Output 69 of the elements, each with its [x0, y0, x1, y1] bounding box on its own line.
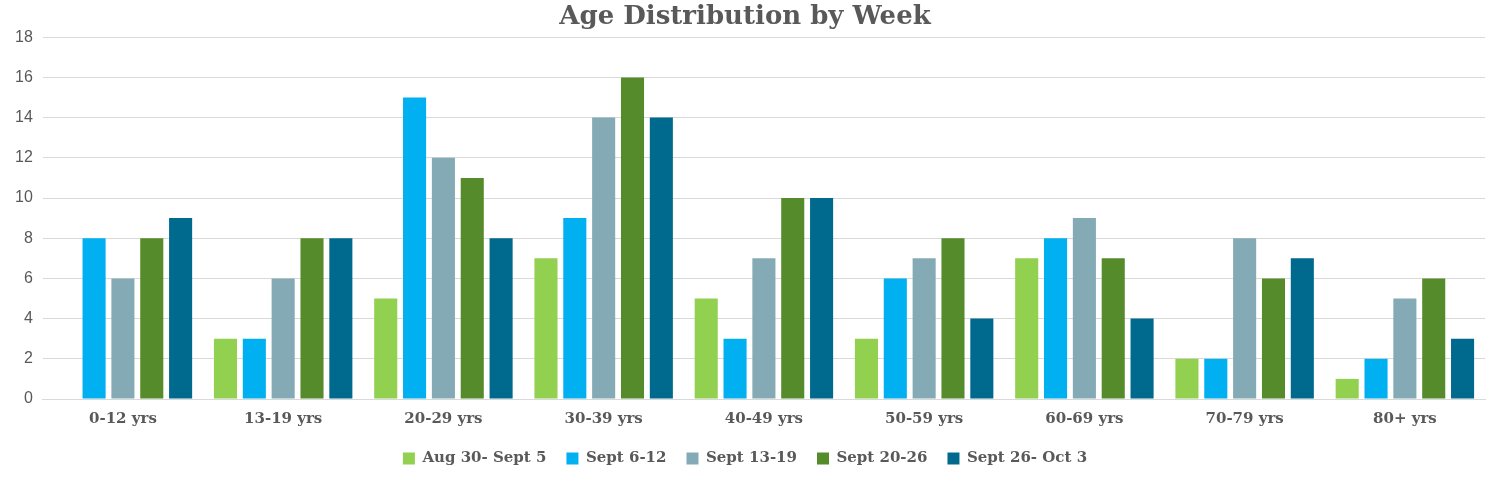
bar [781, 198, 805, 399]
bar [1233, 238, 1257, 399]
x-tick-label: 0-12 yrs [89, 408, 157, 427]
y-tick-label: 10 [15, 188, 33, 206]
bar [1393, 298, 1417, 399]
bar [1335, 378, 1359, 399]
bar [620, 77, 645, 399]
x-tick-label: 80+ yrs [1373, 408, 1437, 427]
bar [1422, 278, 1446, 399]
bar [1204, 358, 1228, 399]
bar [1015, 258, 1039, 399]
bar [1044, 238, 1068, 399]
bar [1175, 358, 1199, 399]
y-tick-label: 8 [23, 228, 33, 246]
bar [1290, 258, 1314, 399]
y-tick-label: 14 [15, 108, 33, 126]
y-tick-label: 0 [23, 389, 33, 407]
y-tick-label: 4 [23, 309, 33, 327]
bar [1130, 318, 1154, 399]
bar [460, 177, 484, 399]
y-tick-label: 16 [15, 67, 33, 85]
x-tick-label: 30-39 yrs [564, 408, 643, 427]
y-tick-label: 12 [15, 148, 33, 166]
bar [140, 238, 164, 399]
bar [300, 238, 324, 399]
y-tick-label: 18 [15, 27, 33, 45]
bar [213, 338, 238, 399]
bar [534, 258, 558, 399]
legend-label: Sept 6-12 [585, 448, 667, 467]
legend-label: Sept 13-19 [705, 448, 797, 467]
x-tick-label: 20-29 yrs [404, 408, 483, 427]
legend-label: Sept 20-26 [836, 448, 928, 467]
bar [271, 278, 295, 399]
bar [489, 238, 513, 399]
y-tick-label: 2 [23, 349, 33, 367]
bar [111, 278, 135, 399]
chart-title: Age Distribution by Week [558, 0, 932, 31]
bar [592, 117, 616, 399]
legend-label: Aug 30- Sept 5 [421, 448, 547, 467]
x-tick-label: 70-79 yrs [1205, 408, 1284, 427]
x-tick-label: 40-49 yrs [724, 408, 804, 427]
legend-label: Sept 26- Oct 3 [966, 448, 1088, 467]
bar [82, 238, 106, 399]
bar [1364, 358, 1388, 399]
bar [431, 157, 455, 399]
y-tick-label: 6 [23, 268, 33, 286]
bar [649, 117, 673, 399]
bar [403, 97, 427, 399]
bar [1072, 218, 1096, 399]
bar [723, 338, 747, 399]
bar [883, 278, 907, 399]
bar [854, 338, 878, 399]
bar [1451, 338, 1475, 399]
x-tick-label: 60-69 yrs [1045, 408, 1124, 427]
bar [329, 238, 353, 399]
bar [1101, 258, 1125, 399]
bar [694, 298, 718, 399]
bar [752, 258, 776, 399]
x-tick-label: 13-19 yrs [244, 408, 323, 427]
x-tick-label: 50-59 yrs [885, 408, 964, 427]
bar [242, 338, 266, 399]
bar [1261, 278, 1286, 399]
bar [912, 258, 936, 399]
bar [169, 218, 193, 399]
bar [941, 238, 965, 399]
bar [563, 218, 587, 399]
bar [810, 198, 834, 399]
bar [970, 318, 994, 399]
bar [374, 298, 398, 399]
